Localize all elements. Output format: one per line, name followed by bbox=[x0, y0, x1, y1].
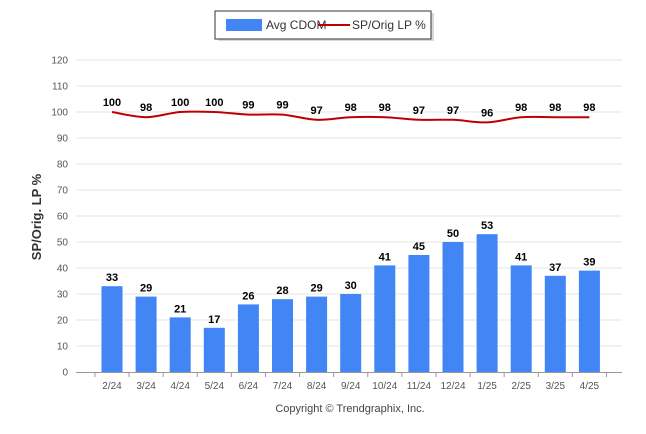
line-data-label: 100 bbox=[103, 97, 121, 109]
x-tick-label: 10/24 bbox=[372, 381, 397, 392]
bar-data-label: 30 bbox=[345, 280, 357, 292]
bar-data-label: 17 bbox=[208, 314, 220, 326]
bar bbox=[169, 317, 191, 372]
legend: Avg CDOM SP/Orig LP % bbox=[214, 10, 434, 41]
y-tick-label: 80 bbox=[57, 160, 69, 171]
x-tick-label: 3/24 bbox=[136, 381, 156, 392]
y-tick-label: 60 bbox=[57, 212, 69, 223]
bar-data-label: 50 bbox=[447, 228, 459, 240]
legend-label-bar: Avg CDOM bbox=[266, 18, 326, 32]
y-tick-label: 40 bbox=[57, 264, 69, 275]
line-data-label: 97 bbox=[310, 105, 322, 117]
bar bbox=[135, 296, 157, 372]
bar bbox=[510, 265, 532, 372]
bar bbox=[203, 327, 225, 372]
x-tick-label: 3/25 bbox=[546, 381, 566, 392]
bar bbox=[408, 255, 430, 372]
bar-data-label: 21 bbox=[174, 303, 186, 315]
bar bbox=[578, 270, 600, 372]
line-data-label: 98 bbox=[549, 102, 561, 114]
x-tick-label: 1/25 bbox=[477, 381, 497, 392]
y-axis-ticks: 0 10 20 30 40 50 60 70 80 90 100 110 120 bbox=[51, 56, 68, 379]
line-data-label: 98 bbox=[583, 102, 595, 114]
bar-data-label: 26 bbox=[242, 290, 254, 302]
x-tick-label: 2/24 bbox=[102, 381, 122, 392]
line-data-label: 100 bbox=[205, 97, 223, 109]
bar bbox=[544, 275, 566, 372]
bar-series bbox=[101, 234, 600, 372]
x-tick-label: 6/24 bbox=[239, 381, 259, 392]
y-tick-label: 30 bbox=[57, 290, 69, 301]
bar bbox=[340, 294, 362, 372]
bar-data-label: 39 bbox=[583, 257, 595, 269]
bar bbox=[101, 286, 123, 372]
bar-data-label: 41 bbox=[515, 251, 527, 263]
y-tick-label: 100 bbox=[51, 108, 68, 119]
data-labels: 33 29 21 17 26 28 29 30 41 45 50 53 41 37 39 100 98 100 10… bbox=[103, 97, 596, 326]
bar-data-label: 53 bbox=[481, 220, 493, 232]
x-tick-label: 2/25 bbox=[511, 381, 531, 392]
y-tick-label: 0 bbox=[62, 368, 68, 379]
y-axis-title: SP/Orig. LP % bbox=[29, 173, 44, 260]
line-data-label: 98 bbox=[345, 102, 357, 114]
line-data-label: 96 bbox=[481, 107, 493, 119]
y-tick-label: 90 bbox=[57, 134, 69, 145]
bar-data-label: 29 bbox=[310, 283, 322, 295]
copyright-text: Copyright © Trendgraphix, Inc. bbox=[275, 403, 424, 415]
x-tick-label: 11/24 bbox=[407, 381, 432, 392]
line-data-label: 97 bbox=[447, 105, 459, 117]
bar-data-label: 41 bbox=[379, 251, 391, 263]
legend-swatch-bar bbox=[226, 19, 262, 31]
bar-data-label: 29 bbox=[140, 283, 152, 295]
y-tick-label: 70 bbox=[57, 186, 69, 197]
series-line bbox=[111, 110, 590, 124]
bar-data-label: 33 bbox=[106, 272, 118, 284]
line-data-label: 99 bbox=[276, 100, 288, 112]
y-tick-label: 10 bbox=[57, 342, 69, 353]
x-tick-label: 8/24 bbox=[307, 381, 327, 392]
line-data-label: 99 bbox=[242, 100, 254, 112]
y-tick-label: 120 bbox=[51, 56, 68, 67]
x-axis: 2/24 3/24 4/24 5/24 6/24 7/24 8/24 9/24 10/24 11/… bbox=[76, 372, 622, 392]
line-data-label: 98 bbox=[379, 102, 391, 114]
line-data-label: 98 bbox=[515, 102, 527, 114]
line-data-label: 100 bbox=[171, 97, 189, 109]
bar-data-label: 28 bbox=[276, 285, 288, 297]
x-tick-label: 7/24 bbox=[273, 381, 293, 392]
bar bbox=[476, 234, 498, 372]
bar bbox=[272, 299, 293, 372]
bar bbox=[374, 265, 396, 372]
legend-label-line: SP/Orig LP % bbox=[352, 18, 426, 32]
bar-data-label: 37 bbox=[549, 262, 561, 274]
line-data-label: 97 bbox=[413, 105, 425, 117]
x-tick-label: 9/24 bbox=[341, 381, 361, 392]
y-tick-label: 50 bbox=[57, 238, 69, 249]
bar bbox=[442, 242, 464, 372]
x-tick-label: 4/24 bbox=[170, 381, 190, 392]
y-tick-label: 110 bbox=[52, 82, 68, 93]
x-tick-label: 12/24 bbox=[440, 381, 465, 392]
line-data-label: 98 bbox=[140, 102, 152, 114]
bar-data-label: 45 bbox=[413, 241, 425, 253]
bar bbox=[306, 296, 328, 372]
x-tick-label: 4/25 bbox=[580, 381, 600, 392]
bar bbox=[237, 304, 259, 372]
line-series bbox=[111, 110, 590, 124]
y-tick-label: 20 bbox=[57, 316, 69, 327]
x-tick-label: 5/24 bbox=[205, 381, 225, 392]
